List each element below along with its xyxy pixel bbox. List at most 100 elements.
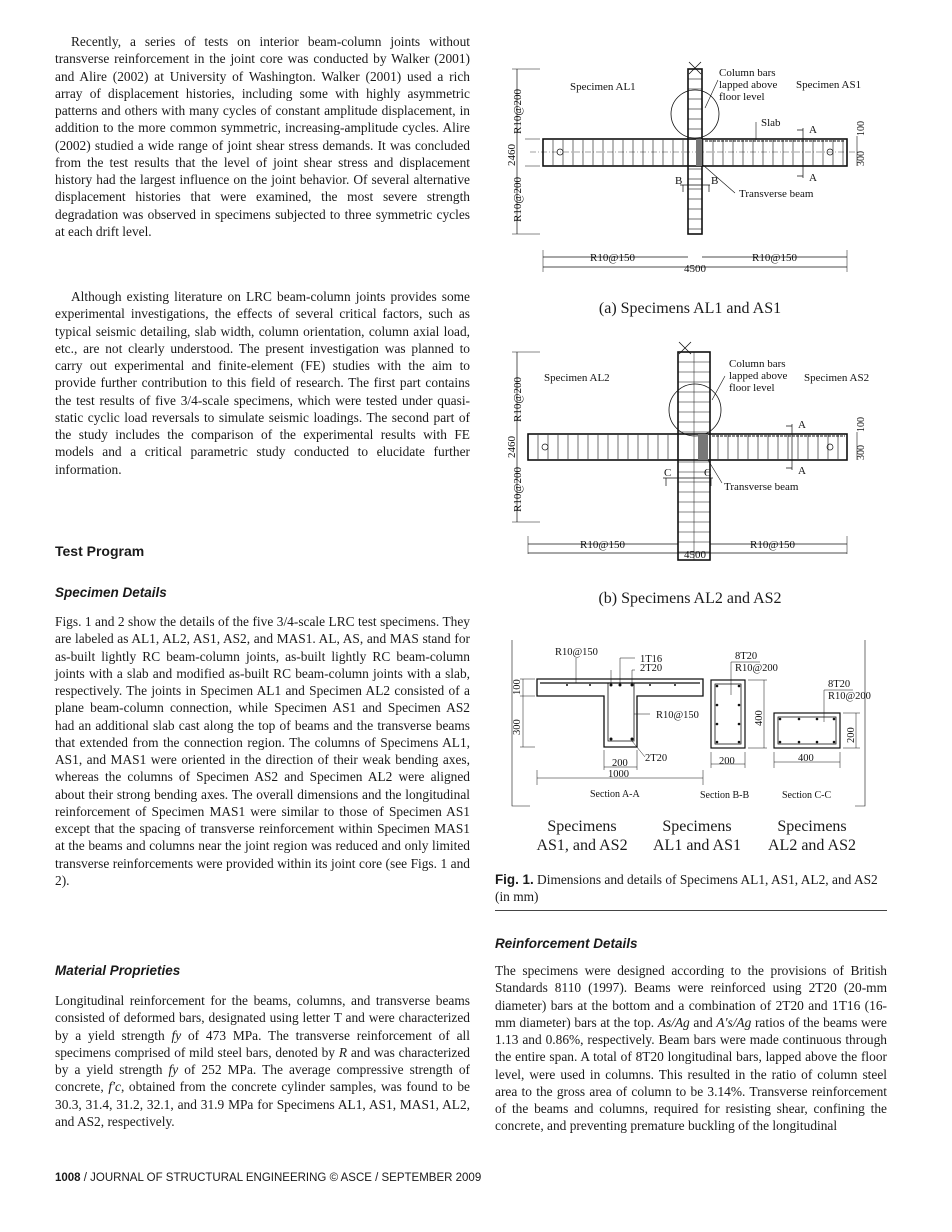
figure-1a-elevation: Specimen AL1 Specimen AS1 Column bars la… — [506, 61, 867, 275]
math-as-prime-ag: A′s/Ag — [716, 1014, 752, 1030]
section-b-b-title: Section B-B — [700, 790, 749, 801]
section-a-a-title: Section A-A — [590, 789, 640, 800]
dim-200: 200 — [612, 758, 628, 769]
dim-h-total: 4500 — [684, 549, 707, 561]
label-specimen-al1: Specimen AL1 — [570, 81, 636, 93]
section-mark-a: A — [809, 172, 817, 184]
math-r: R — [338, 1044, 348, 1060]
journal-info: / JOURNAL OF STRUCTURAL ENGINEERING © AS… — [80, 1172, 482, 1184]
text: and was characterized by a yield strengt… — [55, 1044, 470, 1077]
label-8t20: 8T20 — [735, 651, 757, 662]
dim-300: 300 — [856, 151, 867, 166]
label-2t20: 2T20 — [645, 753, 667, 764]
dim-300: 300 — [856, 445, 867, 460]
label-line: Specimens — [662, 818, 732, 835]
label-specimen-as2: Specimen AS2 — [804, 372, 869, 384]
label-slab: Slab — [761, 117, 781, 129]
math-fy: fy — [168, 1062, 179, 1077]
dim-h-right: R10@150 — [750, 539, 795, 551]
label-transverse-beam: Transverse beam — [739, 188, 814, 200]
note-line: Column bars — [719, 67, 776, 79]
label-specimen-al2: Specimen AL2 — [544, 372, 610, 384]
text: and — [689, 1014, 717, 1030]
figure-1b-elevation: Specimen AL2 Specimen AS2 Column bars la… — [506, 341, 869, 561]
subheading-specimen-details: Specimen Details — [55, 585, 167, 600]
dim-h-total: 4500 — [684, 263, 707, 275]
figure-1-caption: Fig. 1. Dimensions and details of Specim… — [495, 871, 887, 905]
section-mark-a: A — [798, 419, 806, 431]
note-line: floor level — [729, 382, 775, 394]
label-line: AL2 and AS2 — [768, 837, 856, 854]
dim-300: 300 — [512, 719, 523, 735]
dim-100: 100 — [512, 679, 523, 695]
dim-400: 400 — [754, 710, 765, 726]
text: ratios of the beams were 1.13 and 0.86%,… — [495, 1014, 887, 1134]
dim-v-bot: R10@200 — [512, 467, 524, 512]
dim-200: 200 — [719, 756, 735, 767]
note-line: Column bars — [729, 358, 786, 370]
note-line: floor level — [719, 91, 765, 103]
dim-v-bot: R10@200 — [512, 177, 524, 222]
label-transverse-beam: Transverse beam — [724, 481, 799, 493]
intro-paragraph-2: Although existing literature on LRC beam… — [55, 289, 470, 477]
intro-paragraph-1: Recently, a series of tests on interior … — [55, 34, 470, 239]
label-line: Specimens — [547, 818, 617, 835]
caption-rule — [495, 910, 887, 911]
sections-label-2: Specimens AL1 and AS1 — [637, 817, 757, 855]
math-fc: f′c — [108, 1079, 121, 1095]
figure-1-sections: R10@150 1T16 2T20 R10@150 2T20 100 300 2… — [511, 640, 871, 807]
dim-400: 400 — [798, 753, 814, 764]
page-footer: 1008 / JOURNAL OF STRUCTURAL ENGINEERING… — [55, 1172, 481, 1184]
note-line: lapped above — [719, 79, 777, 91]
label-r10-150: R10@150 — [555, 647, 598, 658]
section-c-c-title: Section C-C — [782, 790, 831, 801]
label-line: AS1, and AS2 — [536, 837, 628, 854]
sections-label-1: Specimens AS1, and AS2 — [522, 817, 642, 855]
label-line: Specimens — [777, 818, 847, 835]
page-number: 1008 — [55, 1172, 81, 1184]
section-heading-test-program: Test Program — [55, 543, 145, 559]
figure-1b-caption: (b) Specimens AL2 and AS2 — [598, 590, 782, 607]
text: of 252 MPa. The average compressive stre… — [55, 1062, 470, 1095]
dim-1000: 1000 — [608, 769, 629, 780]
dim-v-top: R10@200 — [512, 377, 524, 422]
label-specimen-as1: Specimen AS1 — [796, 79, 861, 91]
section-mark-b: B — [675, 175, 682, 187]
label-8t20: 8T20 — [828, 679, 850, 690]
text: , obtained from the concrete cylinder sa… — [55, 1079, 470, 1129]
dim-h-right: R10@150 — [752, 252, 797, 264]
label-2t20: 2T20 — [640, 663, 662, 674]
text: Longitudinal reinforcement for the beams… — [55, 993, 470, 1043]
section-mark-c: C — [664, 467, 671, 479]
dim-h-left: R10@150 — [580, 539, 625, 551]
material-paragraph: Longitudinal reinforcement for the beams… — [55, 992, 470, 1130]
label-1t16: 1T16 — [640, 654, 662, 665]
section-mark-b: B — [711, 175, 718, 187]
section-mark-c: C — [704, 467, 711, 479]
subheading-reinforcement-details: Reinforcement Details — [495, 936, 638, 951]
label-line: AL1 and AS1 — [653, 837, 741, 854]
label-r10-150: R10@150 — [656, 710, 699, 721]
label-r10-200: R10@200 — [828, 691, 871, 702]
dim-100: 100 — [856, 121, 867, 136]
subheading-material-properties: Material Proprieties — [55, 963, 181, 978]
dim-100: 100 — [856, 417, 867, 432]
dim-200: 200 — [846, 727, 857, 743]
section-mark-a: A — [809, 124, 817, 136]
text: of 473 MPa. The transverse reinforcement… — [55, 1027, 470, 1060]
caption-text: Dimensions and details of Specimens AL1,… — [495, 872, 878, 904]
reinforcement-paragraph: The specimens were designed according to… — [495, 962, 887, 1135]
figure-1a-caption: (a) Specimens AL1 and AS1 — [598, 300, 782, 317]
caption-label: Fig. 1. — [495, 872, 534, 887]
dim-v-top: R10@200 — [512, 89, 524, 134]
text: The specimens were designed according to… — [495, 963, 887, 1030]
specimen-paragraph: Figs. 1 and 2 show the details of the fi… — [55, 614, 470, 888]
section-mark-a: A — [798, 465, 806, 477]
dim-v-total: 2460 — [506, 144, 518, 167]
dim-v-total: 2460 — [506, 436, 518, 459]
sections-label-3: Specimens AL2 and AS2 — [752, 817, 872, 855]
label-r10-200: R10@200 — [735, 663, 778, 674]
math-fy: fy — [171, 1027, 182, 1043]
dim-h-left: R10@150 — [590, 252, 635, 264]
math-as-ag: As/Ag — [657, 1014, 690, 1030]
